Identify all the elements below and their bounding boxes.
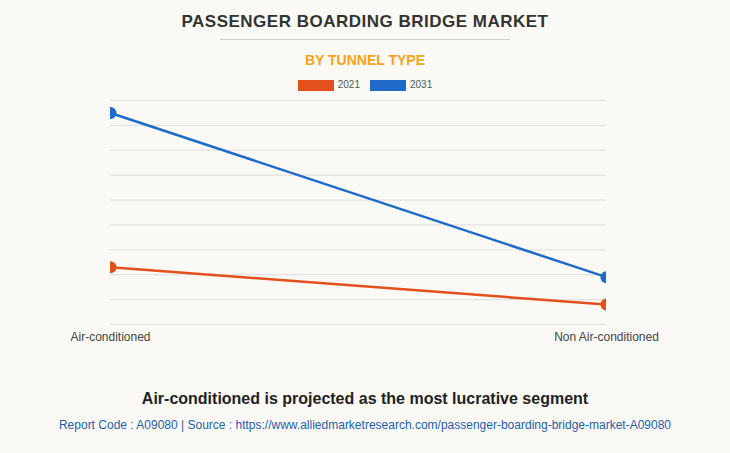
html-text:2031: 2031 xyxy=(410,79,433,91)
svg-text:Non Air-conditioned: Non Air-conditioned xyxy=(554,330,659,344)
html-text:PASSENGER BOARDING BRIDGE MARK: PASSENGER BOARDING BRIDGE MARKET xyxy=(181,12,549,31)
html-text:Air-conditioned is projected a: Air-conditioned is projected as the most… xyxy=(141,390,589,407)
svg-text:Air-conditioned: Air-conditioned xyxy=(70,330,150,344)
html-text:2021: 2021 xyxy=(337,79,360,91)
html-text:Report Code : A09080 | Source: Report Code : A09080 | Source : https://… xyxy=(58,418,671,432)
html-text:BY TUNNEL TYPE: BY TUNNEL TYPE xyxy=(305,52,425,68)
